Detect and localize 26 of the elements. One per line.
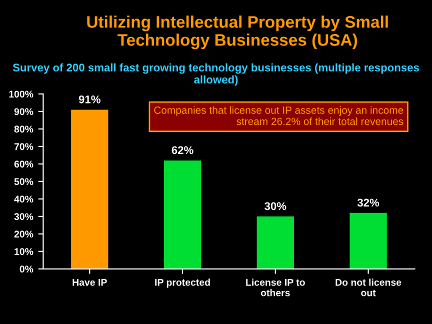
data-label: 62% (172, 146, 194, 154)
y-tick-label: 70% (14, 143, 34, 150)
y-tick-label: 30% (14, 213, 34, 220)
x-tick-label: Do not license out (336, 278, 402, 296)
annotation: Companies that license out IP assets enjoy an income stream 26.2% of their total revenues (154, 106, 404, 126)
x-tick-label: IP protected (155, 278, 210, 288)
data-label: 32% (357, 198, 380, 207)
y-tick-label: 20% (14, 230, 34, 238)
chart-title: Utilizing Intellectual Property by Small Technology Businesses (USA) (87, 16, 388, 50)
bar (350, 212, 387, 269)
y-tick-label: 60% (14, 160, 34, 168)
y-tick-label: 40% (14, 196, 34, 203)
y-tick-label: 100% (9, 90, 34, 98)
bar (164, 160, 202, 269)
y-tick-label: 90% (14, 108, 34, 116)
y-tick-label: 80% (14, 126, 34, 133)
x-tick-label: License IP to others (246, 278, 305, 296)
data-label: 30% (264, 202, 286, 210)
chart-subtitle: Survey of 200 small fast growing technology businesses (multiple responses allowed) (12, 63, 420, 86)
data-label: 91% (78, 95, 100, 104)
y-tick-label: 0% (20, 266, 34, 273)
bar (71, 110, 108, 269)
bar (256, 216, 294, 269)
y-tick-label: 50% (14, 178, 34, 186)
x-tick-label: Have IP (72, 279, 107, 286)
y-tick-label: 10% (14, 248, 34, 256)
